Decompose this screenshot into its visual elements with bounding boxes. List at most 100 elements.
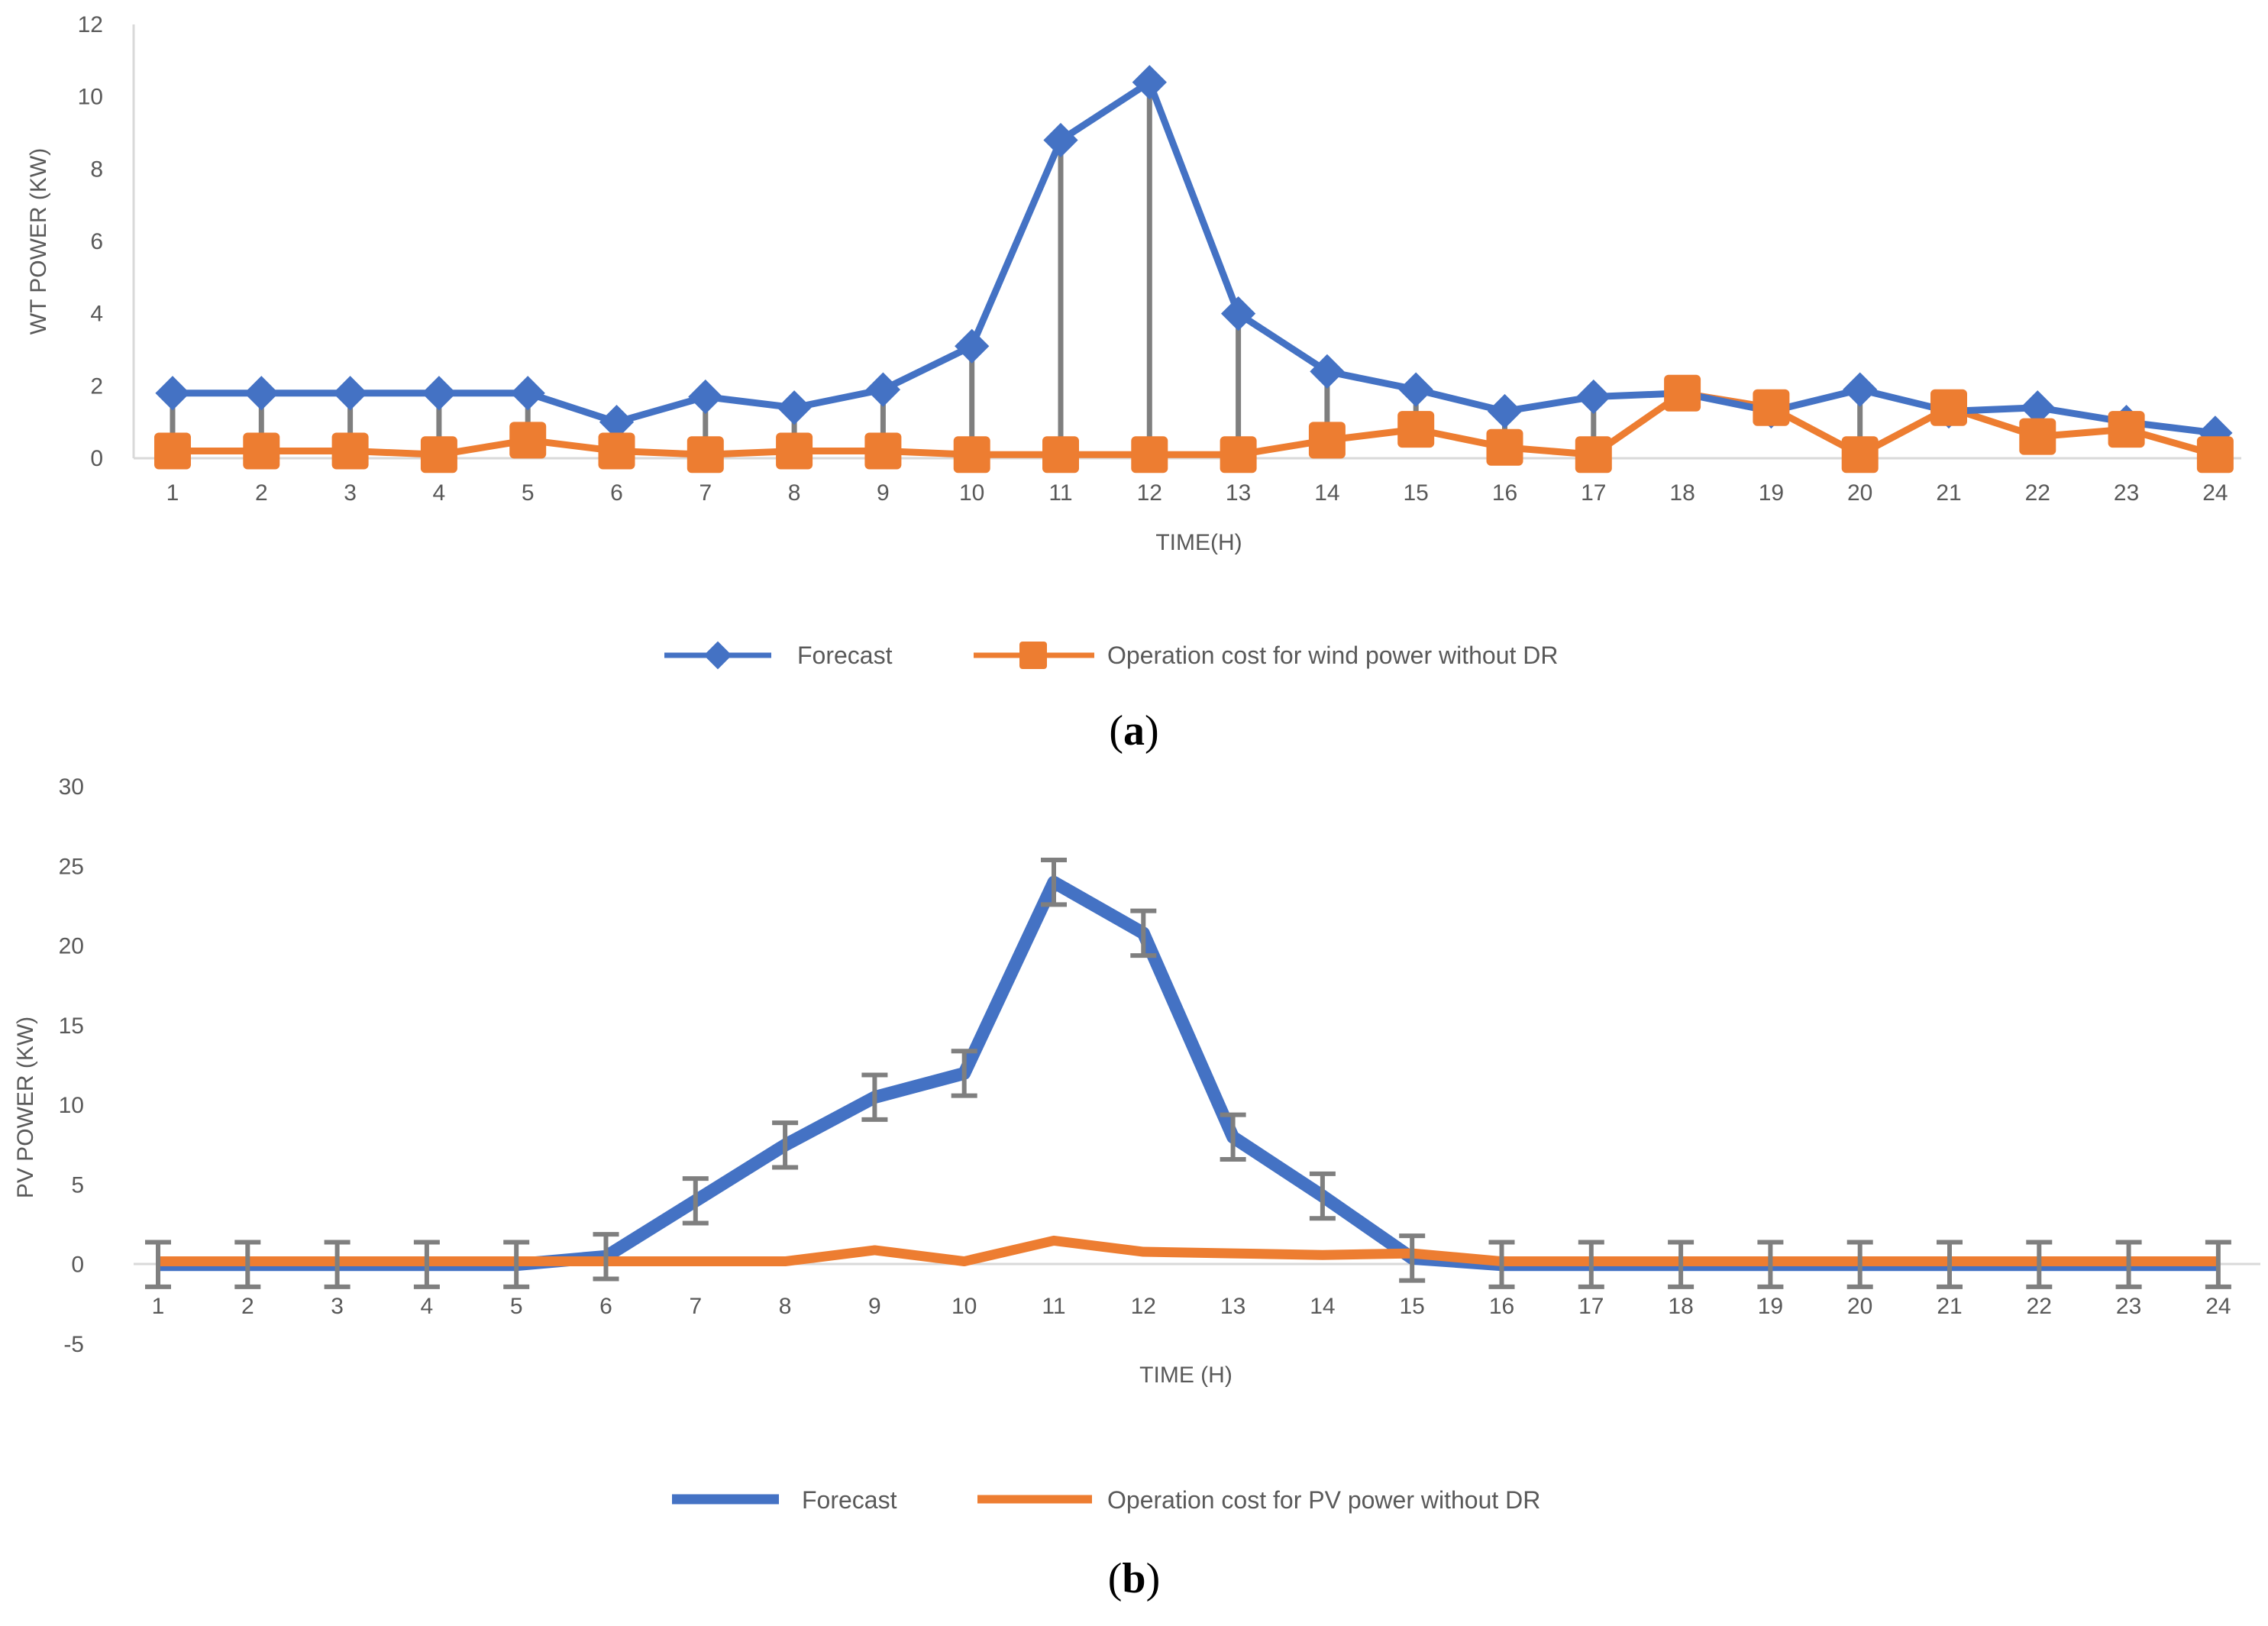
x-tick-label: 10 [959, 480, 984, 506]
x-axis-title: TIME (H) [1139, 1363, 1233, 1388]
x-tick-label: 11 [1048, 480, 1072, 506]
x-tick-label: 4 [433, 480, 446, 506]
error-bar [951, 1049, 977, 1098]
operation-cost-point [1930, 389, 1967, 426]
error-bar [1668, 1240, 1695, 1289]
operation-cost-point [154, 432, 191, 470]
y-tick-label: 2 [90, 373, 103, 399]
legend-item-forecast: Forecast [672, 1486, 897, 1514]
legend-label-operation-cost: Operation cost for PV power without DR [1107, 1486, 1540, 1514]
y-tick-label: 12 [78, 12, 103, 37]
forecast-point [2020, 390, 2055, 425]
panel-letter-b: b [1122, 1555, 1145, 1602]
y-tick-labels: 0 2 4 6 8 10 12 [78, 12, 103, 471]
operation-cost-point [776, 432, 813, 470]
x-tick-label: 5 [522, 480, 535, 506]
legend: Forecast Operation cost for PV power wit… [672, 1486, 1540, 1514]
error-bar [2115, 1240, 2142, 1289]
forecast-point [510, 376, 545, 411]
x-tick-label: 1 [166, 480, 179, 506]
y-axis-title: PV POWER (KW) [13, 1017, 38, 1198]
series-line-operation-cost [158, 1235, 2218, 1267]
forecast-point [688, 379, 723, 415]
operation-cost-point [1486, 428, 1523, 466]
operation-cost-point [243, 432, 280, 470]
x-tick-label: 24 [2202, 480, 2228, 506]
legend-item-operation-cost: Operation cost for PV power without DR [977, 1486, 1540, 1514]
legend-label-operation-cost: Operation cost for wind power without DR [1107, 642, 1558, 669]
forecast-point [1843, 372, 1878, 407]
y-tick-label: 30 [59, 774, 84, 800]
operation-cost-point [509, 422, 547, 459]
error-bar [145, 1240, 171, 1289]
forecast-point [1576, 379, 1611, 415]
y-tick-label: -5 [63, 1332, 84, 1357]
forecast-point [777, 390, 812, 425]
operation-cost-point [420, 436, 457, 474]
x-tick-label: 2 [255, 480, 268, 506]
x-tick-label: 15 [1404, 480, 1429, 506]
x-tick-label: 20 [1847, 480, 1872, 506]
error-bar [1578, 1240, 1604, 1289]
operation-cost-point [1575, 436, 1612, 474]
forecast-point [1398, 372, 1433, 407]
error-bar [1757, 1240, 1784, 1289]
y-tick-label: 10 [78, 85, 103, 110]
legend-item-operation-cost: Operation cost for wind power without DR [974, 642, 1558, 669]
error-bar [1309, 1171, 1336, 1221]
x-tick-label: 5 [510, 1294, 523, 1319]
legend-label-forecast: Forecast [802, 1486, 897, 1514]
forecast-point [1132, 65, 1167, 100]
forecast-point [1310, 354, 1345, 390]
forecast-point [244, 376, 279, 411]
error-bar [413, 1240, 440, 1289]
y-tick-label: 20 [59, 934, 84, 959]
error-bars [145, 857, 2231, 1289]
x-tick-label: 13 [1226, 480, 1251, 506]
error-bar [593, 1232, 619, 1282]
x-tick-label: 18 [1669, 480, 1695, 506]
error-bar [324, 1240, 351, 1289]
x-tick-label: 12 [1137, 480, 1162, 506]
x-tick-label: 16 [1489, 1294, 1514, 1319]
y-tick-label: 5 [71, 1172, 84, 1198]
x-tick-label: 17 [1581, 480, 1606, 506]
x-tick-label: 20 [1847, 1294, 1872, 1319]
forecast-point [865, 372, 901, 407]
operation-cost-point [331, 432, 369, 470]
x-tick-label: 10 [951, 1294, 977, 1319]
error-bar [861, 1072, 888, 1122]
forecast-point [155, 376, 190, 411]
y-axis-title: WT POWER (KW) [26, 148, 51, 335]
forecast-point [1487, 393, 1523, 429]
x-tick-label: 9 [877, 480, 890, 506]
x-tick-label: 24 [2205, 1294, 2231, 1319]
series-line-forecast [158, 875, 2218, 1272]
error-bar [1041, 857, 1067, 907]
x-tick-label: 8 [788, 480, 801, 506]
x-tick-labels: 1 2 3 4 5 6 7 8 9 10 11 12 13 14 15 16 17 18 19 20 21 22 23 24 [152, 1294, 2231, 1319]
panel-label-a: (a) [1109, 707, 1158, 755]
operation-cost-point [687, 436, 724, 474]
error-bar [1399, 1233, 1426, 1283]
y-tick-label: 0 [90, 446, 103, 471]
operation-cost-point [1753, 389, 1790, 426]
y-tick-label: 0 [71, 1253, 84, 1278]
y-tick-labels: -5 0 5 10 15 20 25 30 [59, 774, 84, 1357]
error-bar [2026, 1240, 2053, 1289]
x-tick-label: 3 [331, 1294, 344, 1319]
operation-cost-point [1397, 411, 1435, 448]
x-tick-label: 7 [689, 1294, 702, 1319]
x-tick-label: 14 [1310, 1294, 1335, 1319]
error-bar [772, 1120, 799, 1170]
forecast-point [422, 376, 457, 411]
x-tick-label: 23 [2114, 480, 2139, 506]
x-tick-label: 4 [421, 1294, 434, 1319]
series-lines [173, 79, 2217, 458]
x-tick-label: 22 [2025, 480, 2050, 506]
operation-cost-point [864, 432, 902, 470]
error-bar [503, 1240, 530, 1289]
operation-cost-point [1220, 436, 1257, 474]
